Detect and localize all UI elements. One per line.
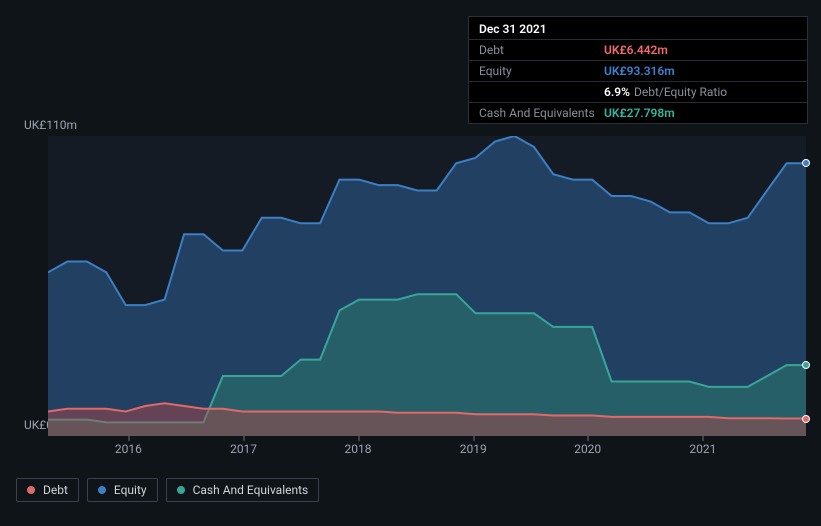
series-end-marker [802, 361, 810, 369]
tooltip-row: EquityUK£93.316m [469, 61, 807, 82]
tooltip-date: Dec 31 2021 [469, 17, 807, 40]
tooltip-row: DebtUK£6.442m [469, 40, 807, 61]
tooltip-row: Cash And EquivalentsUK£27.798m [469, 103, 807, 123]
tooltip-row-suffix: Debt/Equity Ratio [634, 85, 727, 99]
series-end-marker [802, 159, 810, 167]
legend-item-equity[interactable]: Equity [87, 478, 158, 502]
tooltip-row-label: Cash And Equivalents [479, 106, 604, 120]
x-tick: 2016 [115, 442, 142, 456]
tooltip-row-value: 6.9%Debt/Equity Ratio [604, 85, 727, 99]
tooltip-row-value: UK£6.442m [604, 43, 668, 57]
x-tick: 2020 [574, 442, 601, 456]
tooltip-row-value: UK£93.316m [604, 64, 675, 78]
x-tick: 2018 [345, 442, 372, 456]
tooltip-row-value: UK£27.798m [604, 106, 675, 120]
x-tick: 2017 [230, 442, 257, 456]
x-tick: 2021 [689, 442, 716, 456]
tooltip-row: 6.9%Debt/Equity Ratio [469, 82, 807, 103]
legend-swatch [177, 486, 185, 494]
chart-svg [48, 136, 806, 436]
tooltip-row-label: Equity [479, 64, 604, 78]
legend-item-cash-and-equivalents[interactable]: Cash And Equivalents [166, 478, 320, 502]
chart-plot-area[interactable] [48, 136, 806, 436]
legend-label: Equity [114, 483, 147, 497]
legend-label: Debt [43, 483, 68, 497]
tooltip-row-label [479, 85, 604, 99]
legend-swatch [27, 486, 35, 494]
x-axis: 2016 2017 2018 2019 2020 2021 [48, 440, 806, 464]
series-end-marker [802, 415, 810, 423]
tooltip-row-label: Debt [479, 43, 604, 57]
legend: Debt Equity Cash And Equivalents [16, 478, 319, 502]
x-tick: 2019 [460, 442, 487, 456]
hover-tooltip: Dec 31 2021 DebtUK£6.442mEquityUK£93.316… [468, 16, 808, 124]
legend-item-debt[interactable]: Debt [16, 478, 79, 502]
legend-label: Cash And Equivalents [193, 483, 309, 497]
legend-swatch [98, 486, 106, 494]
y-axis-max-label: UK£110m [24, 118, 77, 132]
